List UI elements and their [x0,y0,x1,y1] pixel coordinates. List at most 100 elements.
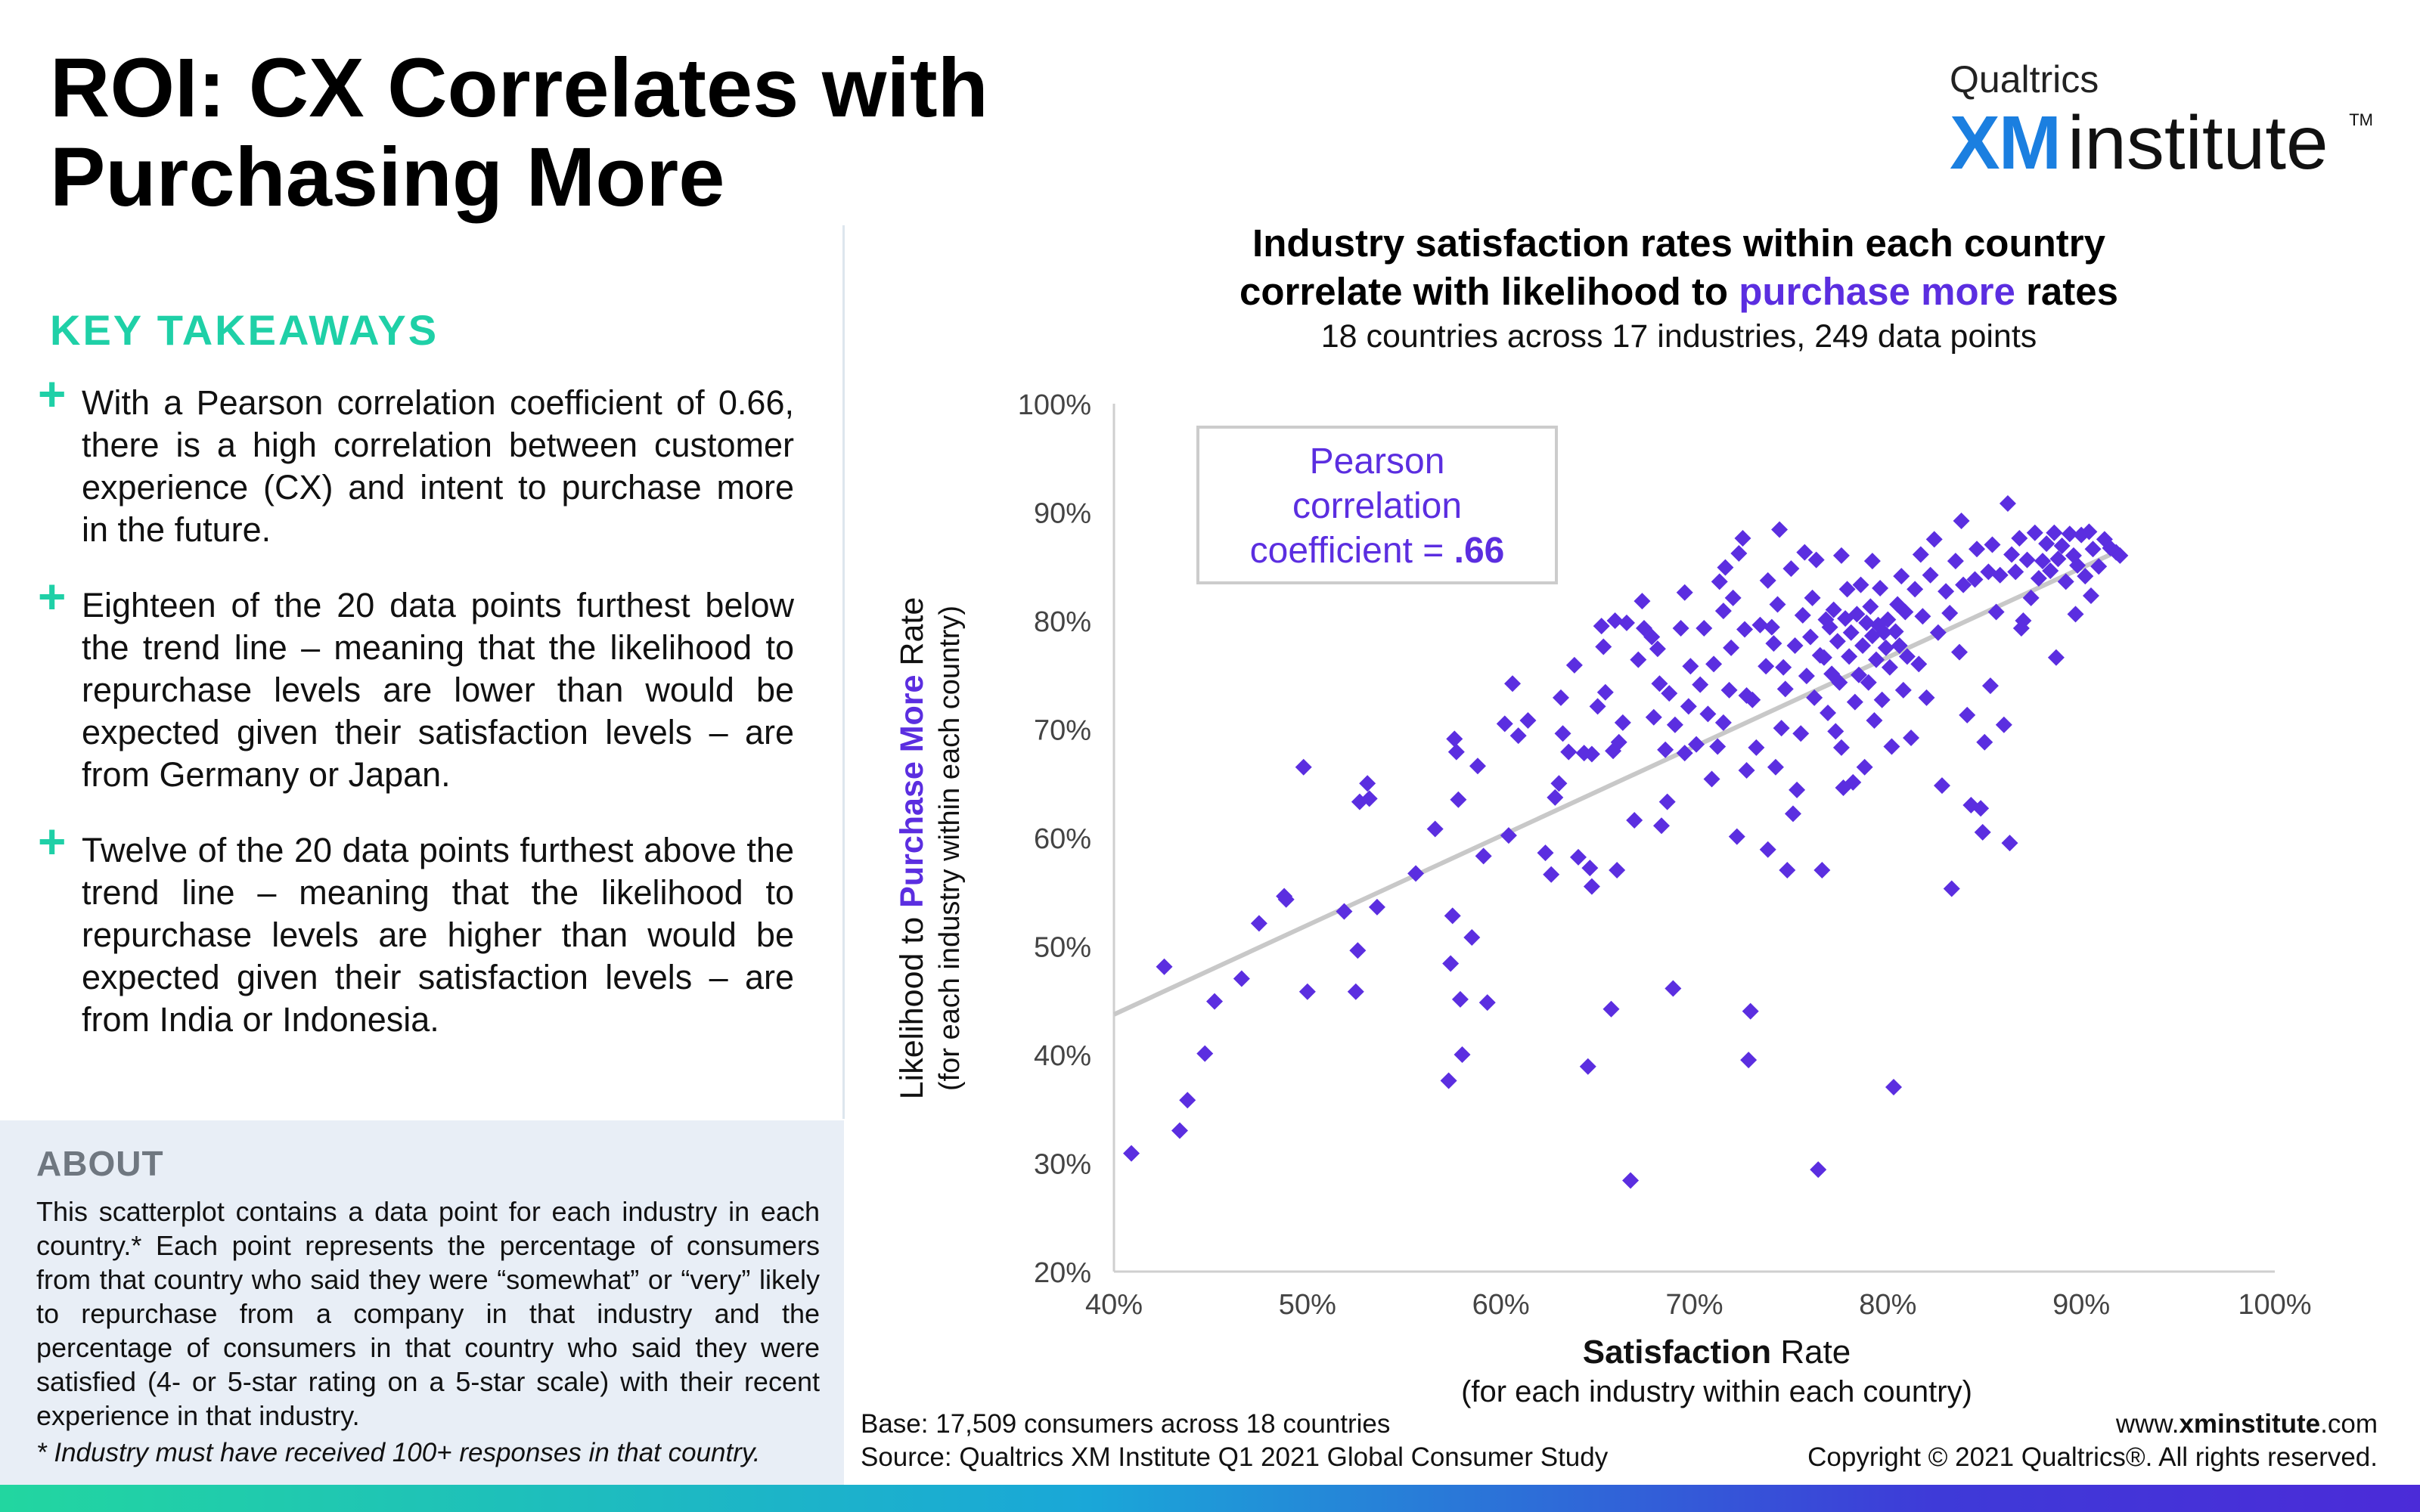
data-point [2084,541,2102,558]
data-point [1666,716,1683,733]
data-point [1782,560,1800,578]
data-point [1454,1046,1471,1063]
x-tick-label: 70% [1665,1289,1723,1321]
data-point [2047,649,2065,666]
data-point [1867,651,1885,668]
data-point [1827,723,1844,740]
data-point [1720,681,1738,699]
data-point [1947,553,1964,570]
data-point [2018,551,2036,569]
data-point [1500,827,1517,844]
data-point [1922,566,1939,584]
data-point [1860,674,1877,691]
data-point [2026,524,2043,541]
y-axis-label-bold: Purchase More [894,675,930,908]
data-point [1709,738,1727,755]
data-point [2057,573,2074,590]
data-point [1810,1161,1827,1179]
data-point [1763,618,1780,636]
about-body: This scatterplot contains a data point f… [36,1196,820,1431]
data-point [1451,990,1469,1008]
data-point [1643,628,1661,646]
y-tick-label: 80% [1034,606,1091,638]
plus-icon: + [38,367,67,421]
y-tick-label: 20% [1034,1257,1091,1289]
data-point [1831,674,1848,691]
plus-icon: + [38,569,67,624]
data-point [1368,898,1385,916]
data-point [1897,603,1914,621]
data-point [1711,573,1728,590]
data-point [1806,689,1823,706]
footer-website[interactable]: www.xminstitute.com [1807,1408,2378,1441]
data-point [1773,720,1790,737]
data-point [1883,738,1900,755]
data-point [1653,817,1671,835]
takeaway-text: Twelve of the 20 data points furthest ab… [82,831,794,1039]
data-point [1519,712,1537,730]
data-point [1575,745,1593,762]
data-point [1912,546,1929,563]
data-point [1962,796,1980,813]
data-point [1863,627,1881,645]
data-point [1444,907,1461,925]
data-point [2042,562,2059,579]
data-point [1447,743,1465,761]
data-point [1786,637,1804,655]
data-point [1634,593,1651,610]
data-point [1938,583,1955,600]
data-point [1898,648,1916,665]
data-point [1736,621,1754,638]
data-point [1595,638,1612,655]
data-point [1717,559,1734,576]
data-point [1622,1172,1640,1189]
data-point [1407,865,1425,882]
x-axis-label-bold: Satisfaction [1583,1334,1771,1371]
data-point [1829,633,1846,650]
data-point [1941,604,1959,621]
data-point [1850,666,1867,683]
data-point [1862,598,1879,615]
data-point [2030,570,2047,587]
data-point [2003,546,2021,563]
data-point [1179,1092,1196,1109]
data-point [2082,587,2099,604]
data-point [1842,624,1860,641]
data-point [1589,698,1606,715]
x-tick-label: 60% [1472,1289,1530,1321]
data-point [1943,880,1960,897]
y-tick-label: 70% [1034,715,1091,747]
chart-title: Industry satisfaction rates within each … [923,219,2420,357]
data-point [1792,725,1810,742]
data-points [1123,495,2129,1189]
data-point [1156,958,1173,975]
data-point [1724,589,1742,606]
data-point [1635,620,1652,637]
data-point [2046,524,2063,541]
vertical-divider [842,225,845,1119]
data-point [1692,676,1709,693]
data-point [1610,733,1627,751]
data-point [1981,677,1999,695]
data-point [1606,612,1624,629]
website-bold: xminstitute [2179,1409,2321,1439]
takeaway-item: + With a Pearson correlation coefficient… [38,370,794,551]
y-tick-label: 30% [1034,1149,1091,1181]
data-point [1509,727,1527,745]
data-point [1955,576,1972,593]
data-point [1972,800,1990,817]
annotation-line3: coefficient = .66 [1250,531,1505,571]
about-footnote: * Industry must have received 100+ respo… [36,1438,761,1467]
data-point [1171,1122,1188,1139]
data-point [1804,589,1821,606]
footer-copyright: Copyright © 2021 Qualtrics®. All rights … [1807,1442,2378,1472]
data-point [1852,576,1869,593]
data-point [1699,705,1717,723]
y-tick-label: 100% [1018,389,1091,421]
data-point [1250,915,1267,932]
data-point [1789,781,1806,798]
data-point [1583,878,1600,895]
chart-title-line2-prefix: correlate with likelihood to [1239,270,1739,313]
data-point [1626,812,1643,829]
data-point [1665,980,1682,997]
